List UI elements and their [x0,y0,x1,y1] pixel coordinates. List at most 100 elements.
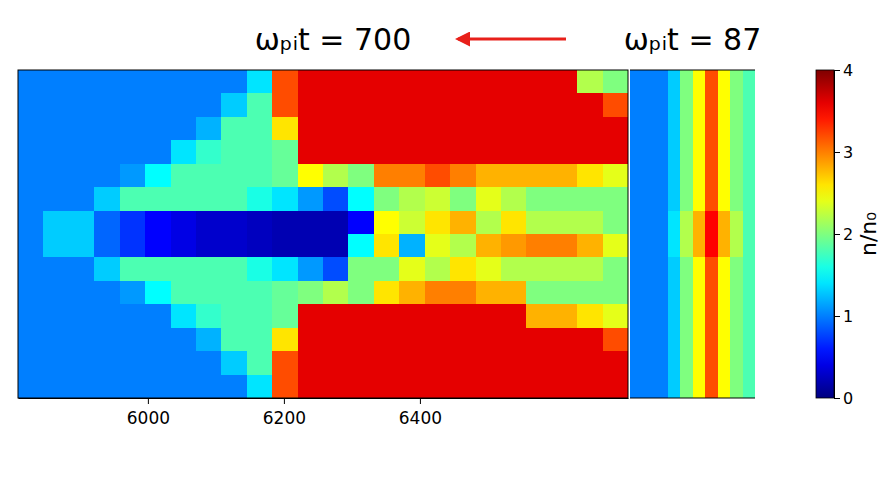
cell [18,375,44,398]
cell [680,187,693,211]
cell [272,93,298,117]
cell [476,117,502,141]
cell [730,375,743,398]
cell [69,211,95,235]
cell [69,140,95,164]
cell [603,234,628,258]
cell [323,164,349,188]
cell [348,211,374,235]
cell [476,211,502,235]
cell [374,281,400,305]
cell [323,328,349,352]
cell [298,164,324,188]
cell [743,257,756,281]
cell [501,281,527,305]
cell [94,70,120,94]
cell [718,234,731,258]
cell [693,257,706,281]
cell [552,117,578,141]
cell [680,211,693,235]
cell [501,93,527,117]
cell [374,257,400,281]
cell [655,328,668,352]
cell [145,70,171,94]
cell [450,257,476,281]
cell [655,281,668,305]
cell [348,281,374,305]
cell [643,257,656,281]
tick-mark [834,398,840,399]
cell [196,304,222,328]
cell [196,70,222,94]
cell [171,117,197,141]
cell [680,93,693,117]
cell [718,375,731,398]
cell [501,375,527,398]
cell [94,140,120,164]
cell [399,257,425,281]
cell [348,351,374,375]
cell [552,304,578,328]
cell [298,70,324,94]
cell [476,93,502,117]
cell [501,211,527,235]
cell [374,140,400,164]
cell [693,234,706,258]
cell [145,257,171,281]
cell [680,164,693,188]
cell [680,234,693,258]
cell [18,328,44,352]
cell [743,375,756,398]
cell [425,281,451,305]
cell [668,351,681,375]
cell [450,211,476,235]
cell [630,375,643,398]
cell [730,281,743,305]
cell [730,70,743,94]
cell [705,328,718,352]
cell [43,375,69,398]
cell [374,304,400,328]
cell [743,93,756,117]
cell [655,187,668,211]
cell [399,281,425,305]
cell [577,234,603,258]
cell [18,187,44,211]
cell [120,375,146,398]
cell [705,304,718,328]
cell [272,351,298,375]
cell [603,211,628,235]
cell [425,375,451,398]
cell [603,351,628,375]
cell [43,257,69,281]
cell [171,328,197,352]
cell [450,375,476,398]
cell [643,164,656,188]
cell [476,164,502,188]
cell [145,234,171,258]
cell [705,351,718,375]
cell [348,234,374,258]
cell [94,304,120,328]
cell [374,375,400,398]
cell [501,140,527,164]
cell [552,257,578,281]
cell [247,70,273,94]
cell [705,211,718,235]
cell [18,70,44,94]
cell [272,117,298,141]
cell [69,375,95,398]
cell [374,187,400,211]
cell [476,375,502,398]
cell [145,187,171,211]
cell [552,164,578,188]
cell [120,234,146,258]
cell [450,281,476,305]
cell [425,117,451,141]
cell [399,70,425,94]
cell [680,140,693,164]
cell [603,375,628,398]
cell [221,211,247,235]
cell [171,351,197,375]
cell [272,164,298,188]
